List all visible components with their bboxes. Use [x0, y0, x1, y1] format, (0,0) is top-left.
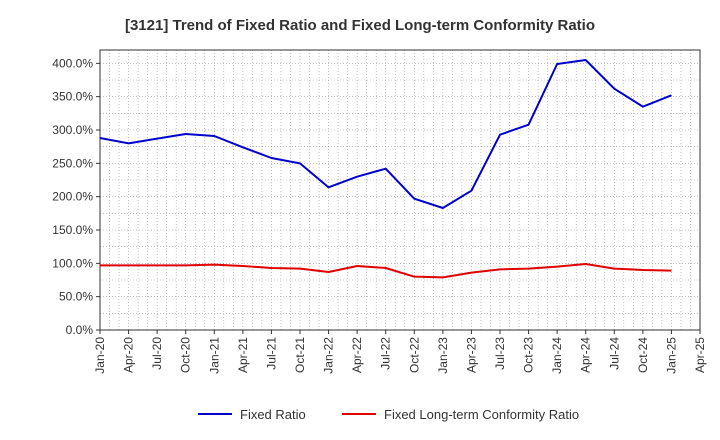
x-tick-label: Jan-22 — [322, 337, 336, 374]
series-layer — [99, 59, 672, 279]
x-tick-label: Jul-20 — [150, 337, 164, 370]
x-tick-label: Apr-23 — [464, 337, 478, 373]
y-tick-label: 100.0% — [52, 256, 93, 270]
y-tick-label: 400.0% — [52, 56, 93, 70]
axis-layer: 0.0% 50.0% 100.0% 150.0% 200.0% 250.0% 300.0% 3… — [52, 49, 707, 374]
legend-label: Fixed Long-term Conformity Ratio — [384, 407, 579, 422]
series-line-fixed-ratio — [99, 59, 672, 209]
x-tick-label: Jul-24 — [607, 337, 621, 370]
x-tick-label: Jul-23 — [493, 337, 507, 370]
x-tick-label: Oct-21 — [293, 337, 307, 373]
x-tick-label: Oct-24 — [636, 337, 650, 373]
x-tick-label: Oct-23 — [522, 337, 536, 373]
x-tick-label: Jul-21 — [264, 337, 278, 370]
legend-label: Fixed Ratio — [240, 407, 306, 422]
x-tick-label: Apr-21 — [236, 337, 250, 373]
x-tick-label: Apr-25 — [693, 337, 707, 373]
x-tick-label: Jan-20 — [93, 337, 107, 374]
y-tick-label: 250.0% — [52, 156, 93, 170]
x-tick-label: Jan-25 — [664, 337, 678, 374]
x-tick-label: Oct-20 — [179, 337, 193, 373]
x-tick-label: Apr-22 — [350, 337, 364, 373]
plot-frame — [99, 49, 701, 331]
y-tick-label: 200.0% — [52, 190, 93, 204]
x-tick-label: Jan-23 — [436, 337, 450, 374]
grid-layer — [99, 50, 701, 331]
series-line-fixed-long-term-conformity-ratio — [100, 263, 672, 279]
legend: Fixed Ratio Fixed Long-term Conformity Ra… — [198, 407, 579, 422]
x-tick-label: Jan-21 — [207, 337, 221, 374]
x-tick-label: Oct-22 — [407, 337, 421, 373]
y-tick-label: 350.0% — [52, 90, 93, 104]
y-tick-label: 50.0% — [59, 290, 93, 304]
x-tick-label: Apr-24 — [579, 337, 593, 373]
x-tick-label: Jul-22 — [379, 337, 393, 370]
x-tick-label: Jan-24 — [550, 337, 564, 374]
chart-title: [3121] Trend of Fixed Ratio and Fixed Lo… — [125, 17, 595, 34]
x-tick-label: Apr-20 — [122, 337, 136, 373]
y-tick-label: 150.0% — [52, 223, 93, 237]
y-tick-label: 300.0% — [52, 123, 93, 137]
y-tick-label: 0.0% — [66, 323, 94, 337]
